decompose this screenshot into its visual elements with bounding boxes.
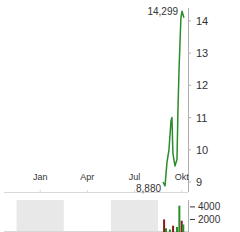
volume-bar [182, 224, 184, 232]
y-tick-label: 9 [196, 176, 202, 188]
x-tick [181, 190, 182, 192]
y-tick [188, 85, 191, 86]
y-tick-label: 10 [196, 144, 208, 156]
y-tick [188, 53, 191, 54]
volume-bar [163, 219, 165, 232]
band [111, 200, 158, 232]
vol-y-tick [190, 219, 195, 220]
y-tick [188, 20, 191, 21]
vol-axis-line [188, 200, 189, 232]
y-tick-label: 13 [196, 47, 208, 59]
y-tick [188, 149, 191, 150]
chart-root: 9 10 11 12 13 14 Jan Apr Jul Okt 2000 4000 14,299 8,8… [0, 0, 240, 232]
x-tick [134, 190, 135, 192]
vol-y-tick-label: 2000 [198, 214, 221, 225]
price-plot [163, 11, 184, 186]
y-tick-label: 12 [196, 79, 208, 91]
x-tick [87, 190, 88, 192]
annotation: 8,880 [136, 183, 161, 194]
y-tick [188, 117, 191, 118]
y-tick-label: 14 [196, 15, 208, 27]
volume-bar [165, 228, 167, 232]
price-line [163, 11, 184, 186]
band [17, 200, 64, 232]
x-tick-label: Jan [33, 172, 48, 182]
chart: 9 10 11 12 13 14 Jan Apr Jul Okt 2000 4000 14,299 8,8… [0, 0, 240, 232]
y-tick-label: 11 [196, 112, 207, 124]
vol-y-tick [190, 206, 195, 207]
x-tick-label: Okt [175, 172, 190, 182]
vol-x-axis-line [4, 231, 188, 232]
annotation: 14,299 [147, 6, 178, 17]
volume-bar [176, 227, 178, 232]
x-tick-label: Jul [129, 172, 141, 182]
x-tick-label: Apr [80, 172, 94, 182]
volume-bar [169, 229, 171, 232]
vol-y-tick-label: 4000 [198, 201, 221, 212]
volume-bar [178, 206, 180, 232]
y-axis-line [188, 8, 189, 192]
volume-bar [172, 226, 174, 232]
x-tick [40, 190, 41, 192]
vol-plot [163, 206, 184, 232]
